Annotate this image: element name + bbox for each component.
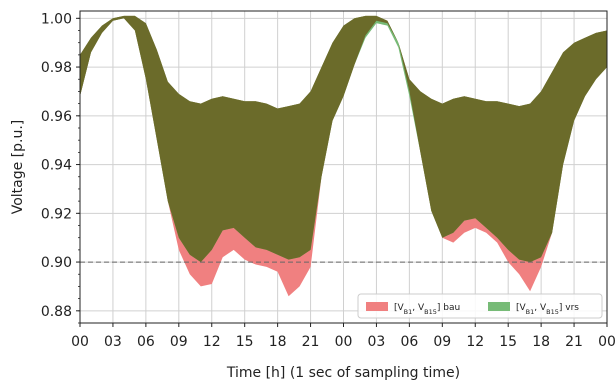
y-tick-label-3: 0.94 bbox=[41, 158, 72, 174]
x-tick-label-1: 03 bbox=[104, 334, 122, 350]
x-tick-label-14: 18 bbox=[532, 334, 550, 350]
tick-layer: 00 03 06 09 12 15 18 21 00 03 06 09 12 15 18 21 00 0.88 0.… bbox=[41, 11, 615, 350]
x-tick-label-8: 00 bbox=[335, 334, 353, 350]
x-tick-label-11: 09 bbox=[433, 334, 451, 350]
y-tick-label-1: 0.90 bbox=[41, 255, 72, 271]
x-tick-label-6: 18 bbox=[269, 334, 287, 350]
legend-label-1: [VB1, VB15] vrs bbox=[516, 303, 579, 316]
x-tick-label-7: 21 bbox=[302, 334, 320, 350]
x-tick-label-15: 21 bbox=[565, 334, 583, 350]
y-tick-label-4: 0.96 bbox=[41, 109, 72, 125]
legend-label-0: [VB1, VB15] bau bbox=[394, 303, 460, 316]
y-tick-label-5: 0.98 bbox=[41, 60, 72, 76]
x-axis-label: Time [h] (1 sec of sampling time) bbox=[226, 365, 460, 381]
x-tick-label-16: 00 bbox=[598, 334, 615, 350]
x-tick-label-5: 15 bbox=[236, 334, 254, 350]
x-tick-label-2: 06 bbox=[137, 334, 155, 350]
y-tick-label-2: 0.92 bbox=[41, 206, 72, 222]
legend-box bbox=[357, 293, 603, 319]
legend-swatch-0 bbox=[366, 302, 388, 311]
x-tick-label-0: 00 bbox=[71, 334, 89, 350]
x-tick-label-4: 12 bbox=[203, 334, 221, 350]
y-axis-label: Voltage [p.u.] bbox=[10, 120, 26, 215]
x-tick-label-13: 15 bbox=[499, 334, 517, 350]
x-tick-label-10: 06 bbox=[400, 334, 418, 350]
y-tick-label-6: 1.00 bbox=[41, 11, 72, 27]
band-overlap bbox=[80, 15, 607, 263]
x-tick-label-12: 12 bbox=[466, 334, 484, 350]
legend-swatch-1 bbox=[488, 302, 510, 311]
area-layer bbox=[80, 15, 607, 297]
x-tick-label-9: 03 bbox=[368, 334, 386, 350]
y-tick-label-0: 0.88 bbox=[41, 304, 72, 320]
x-tick-label-3: 09 bbox=[170, 334, 188, 350]
legend: [VB1, VB15] bau [VB1, VB15] vrs bbox=[357, 293, 603, 319]
